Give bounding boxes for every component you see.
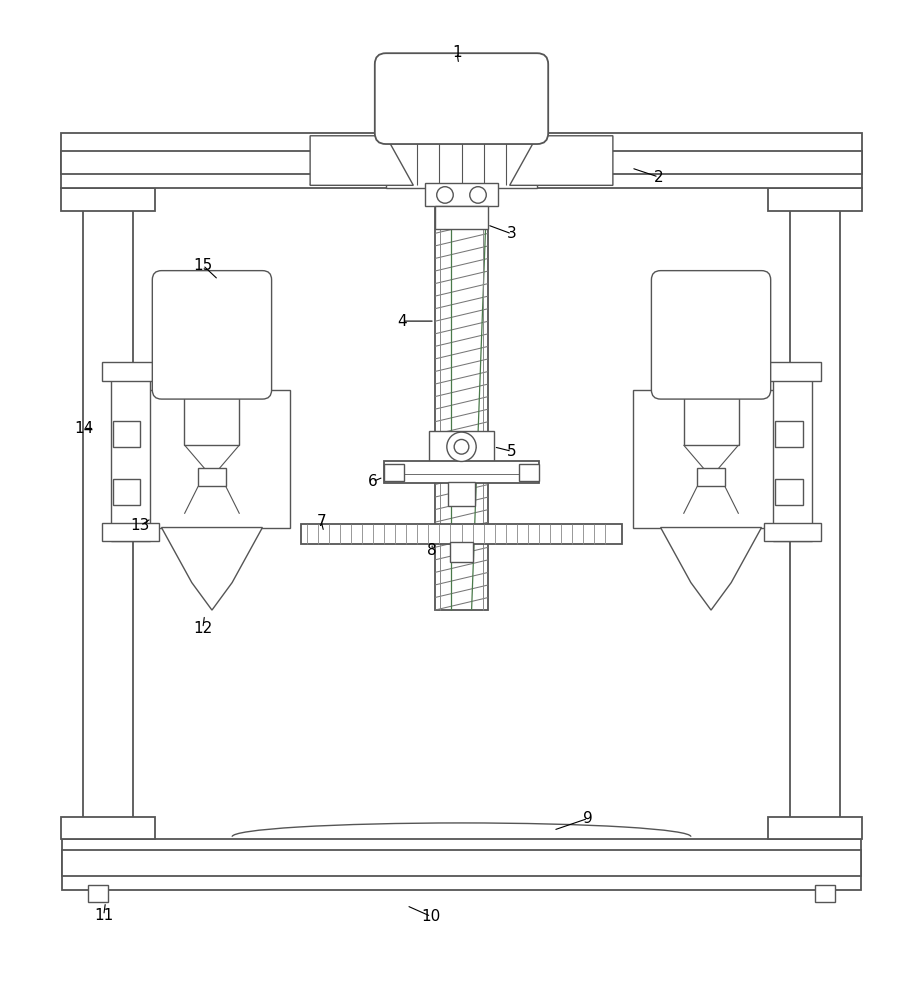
Bar [425, 183, 498, 206]
Polygon shape [310, 136, 414, 185]
Bar [61, 188, 155, 211]
Bar [61, 151, 862, 174]
Polygon shape [661, 528, 761, 610]
Bar [82, 193, 133, 839]
Circle shape [454, 439, 469, 454]
Text: 1: 1 [452, 45, 462, 60]
Bar [429, 431, 494, 463]
Bar [768, 817, 862, 839]
Text: 2: 2 [653, 170, 664, 185]
Bar [435, 208, 488, 610]
Bar [386, 130, 537, 188]
Bar [764, 523, 821, 541]
Bar [697, 468, 725, 486]
Bar [198, 468, 226, 486]
Text: 7: 7 [317, 514, 326, 529]
Bar [384, 464, 403, 481]
Bar [435, 206, 488, 229]
Text: 15: 15 [193, 258, 212, 273]
Bar [790, 193, 841, 839]
Bar [764, 362, 821, 381]
Polygon shape [509, 136, 613, 185]
Text: 11: 11 [94, 908, 114, 923]
Bar [63, 850, 860, 876]
Bar [111, 376, 150, 541]
Circle shape [447, 432, 476, 461]
Bar [88, 885, 108, 902]
FancyBboxPatch shape [375, 53, 548, 144]
FancyBboxPatch shape [152, 271, 271, 399]
Bar [185, 394, 239, 445]
Text: 12: 12 [193, 621, 212, 636]
Text: 5: 5 [507, 444, 517, 459]
Bar [684, 394, 738, 445]
Text: 9: 9 [583, 811, 593, 826]
Bar [775, 421, 803, 447]
Text: 14: 14 [74, 421, 93, 436]
FancyBboxPatch shape [652, 271, 771, 399]
Bar [102, 362, 159, 381]
Circle shape [470, 187, 486, 203]
Bar [448, 482, 475, 506]
Circle shape [437, 187, 453, 203]
Bar [450, 542, 473, 562]
Bar [633, 390, 789, 528]
Text: 8: 8 [427, 543, 437, 558]
Polygon shape [162, 528, 262, 610]
Bar [301, 524, 622, 544]
Bar [768, 188, 862, 211]
Text: 6: 6 [367, 474, 378, 489]
Bar [61, 133, 862, 188]
Bar [61, 817, 155, 839]
Text: 4: 4 [397, 314, 407, 329]
Bar [775, 479, 803, 505]
Bar [63, 839, 860, 890]
Text: 13: 13 [131, 518, 150, 533]
Text: 10: 10 [422, 909, 441, 924]
Bar [815, 885, 835, 902]
Bar [102, 523, 159, 541]
Bar [773, 376, 812, 541]
Bar [520, 464, 539, 481]
Bar [113, 421, 140, 447]
Bar [134, 390, 290, 528]
Bar [384, 461, 539, 483]
Text: 3: 3 [507, 226, 517, 241]
Bar [113, 479, 140, 505]
